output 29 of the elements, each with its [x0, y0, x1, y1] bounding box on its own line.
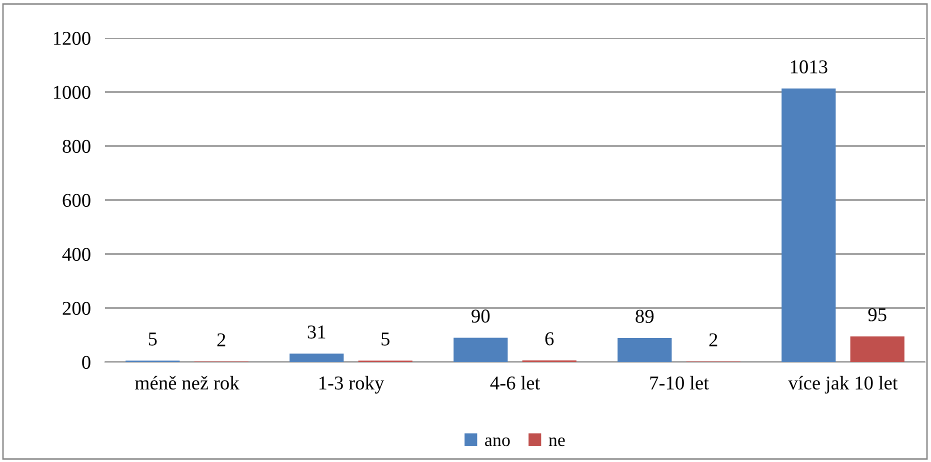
- data-label: 5: [382, 332, 390, 346]
- y-tick-label: 200: [62, 302, 90, 315]
- y-tick-label: 1000: [54, 86, 90, 99]
- data-label: 6: [545, 332, 554, 346]
- data-label: 2: [709, 333, 718, 346]
- data-label: 90: [472, 310, 490, 323]
- y-tick-label: 800: [62, 140, 90, 153]
- y-tick-label: 400: [62, 248, 90, 261]
- y-tick-label: 600: [62, 194, 90, 207]
- data-label: 89: [636, 310, 654, 323]
- y-tick-label: 0: [82, 356, 90, 369]
- bar: [618, 338, 672, 362]
- x-tick-label: 1-3 roky: [320, 376, 384, 394]
- data-label: 2: [217, 333, 226, 346]
- legend-label: ne: [548, 437, 565, 446]
- x-tick-label: méně než rok: [135, 376, 240, 390]
- bar: [782, 88, 836, 362]
- x-tick-label: 7-10 let: [650, 376, 709, 390]
- data-label: 1013: [790, 60, 828, 74]
- bar: [290, 354, 344, 362]
- data-label: 5: [148, 332, 157, 346]
- data-label: 95: [868, 308, 886, 322]
- bar: [850, 336, 904, 362]
- x-tick-label: 4-6 let: [490, 376, 540, 390]
- legend-label: ano: [485, 437, 510, 446]
- y-tick-label: 1200: [54, 32, 90, 45]
- data-label: 31: [308, 326, 326, 339]
- bar: [454, 338, 508, 362]
- x-tick-label: více jak 10 let: [788, 376, 898, 394]
